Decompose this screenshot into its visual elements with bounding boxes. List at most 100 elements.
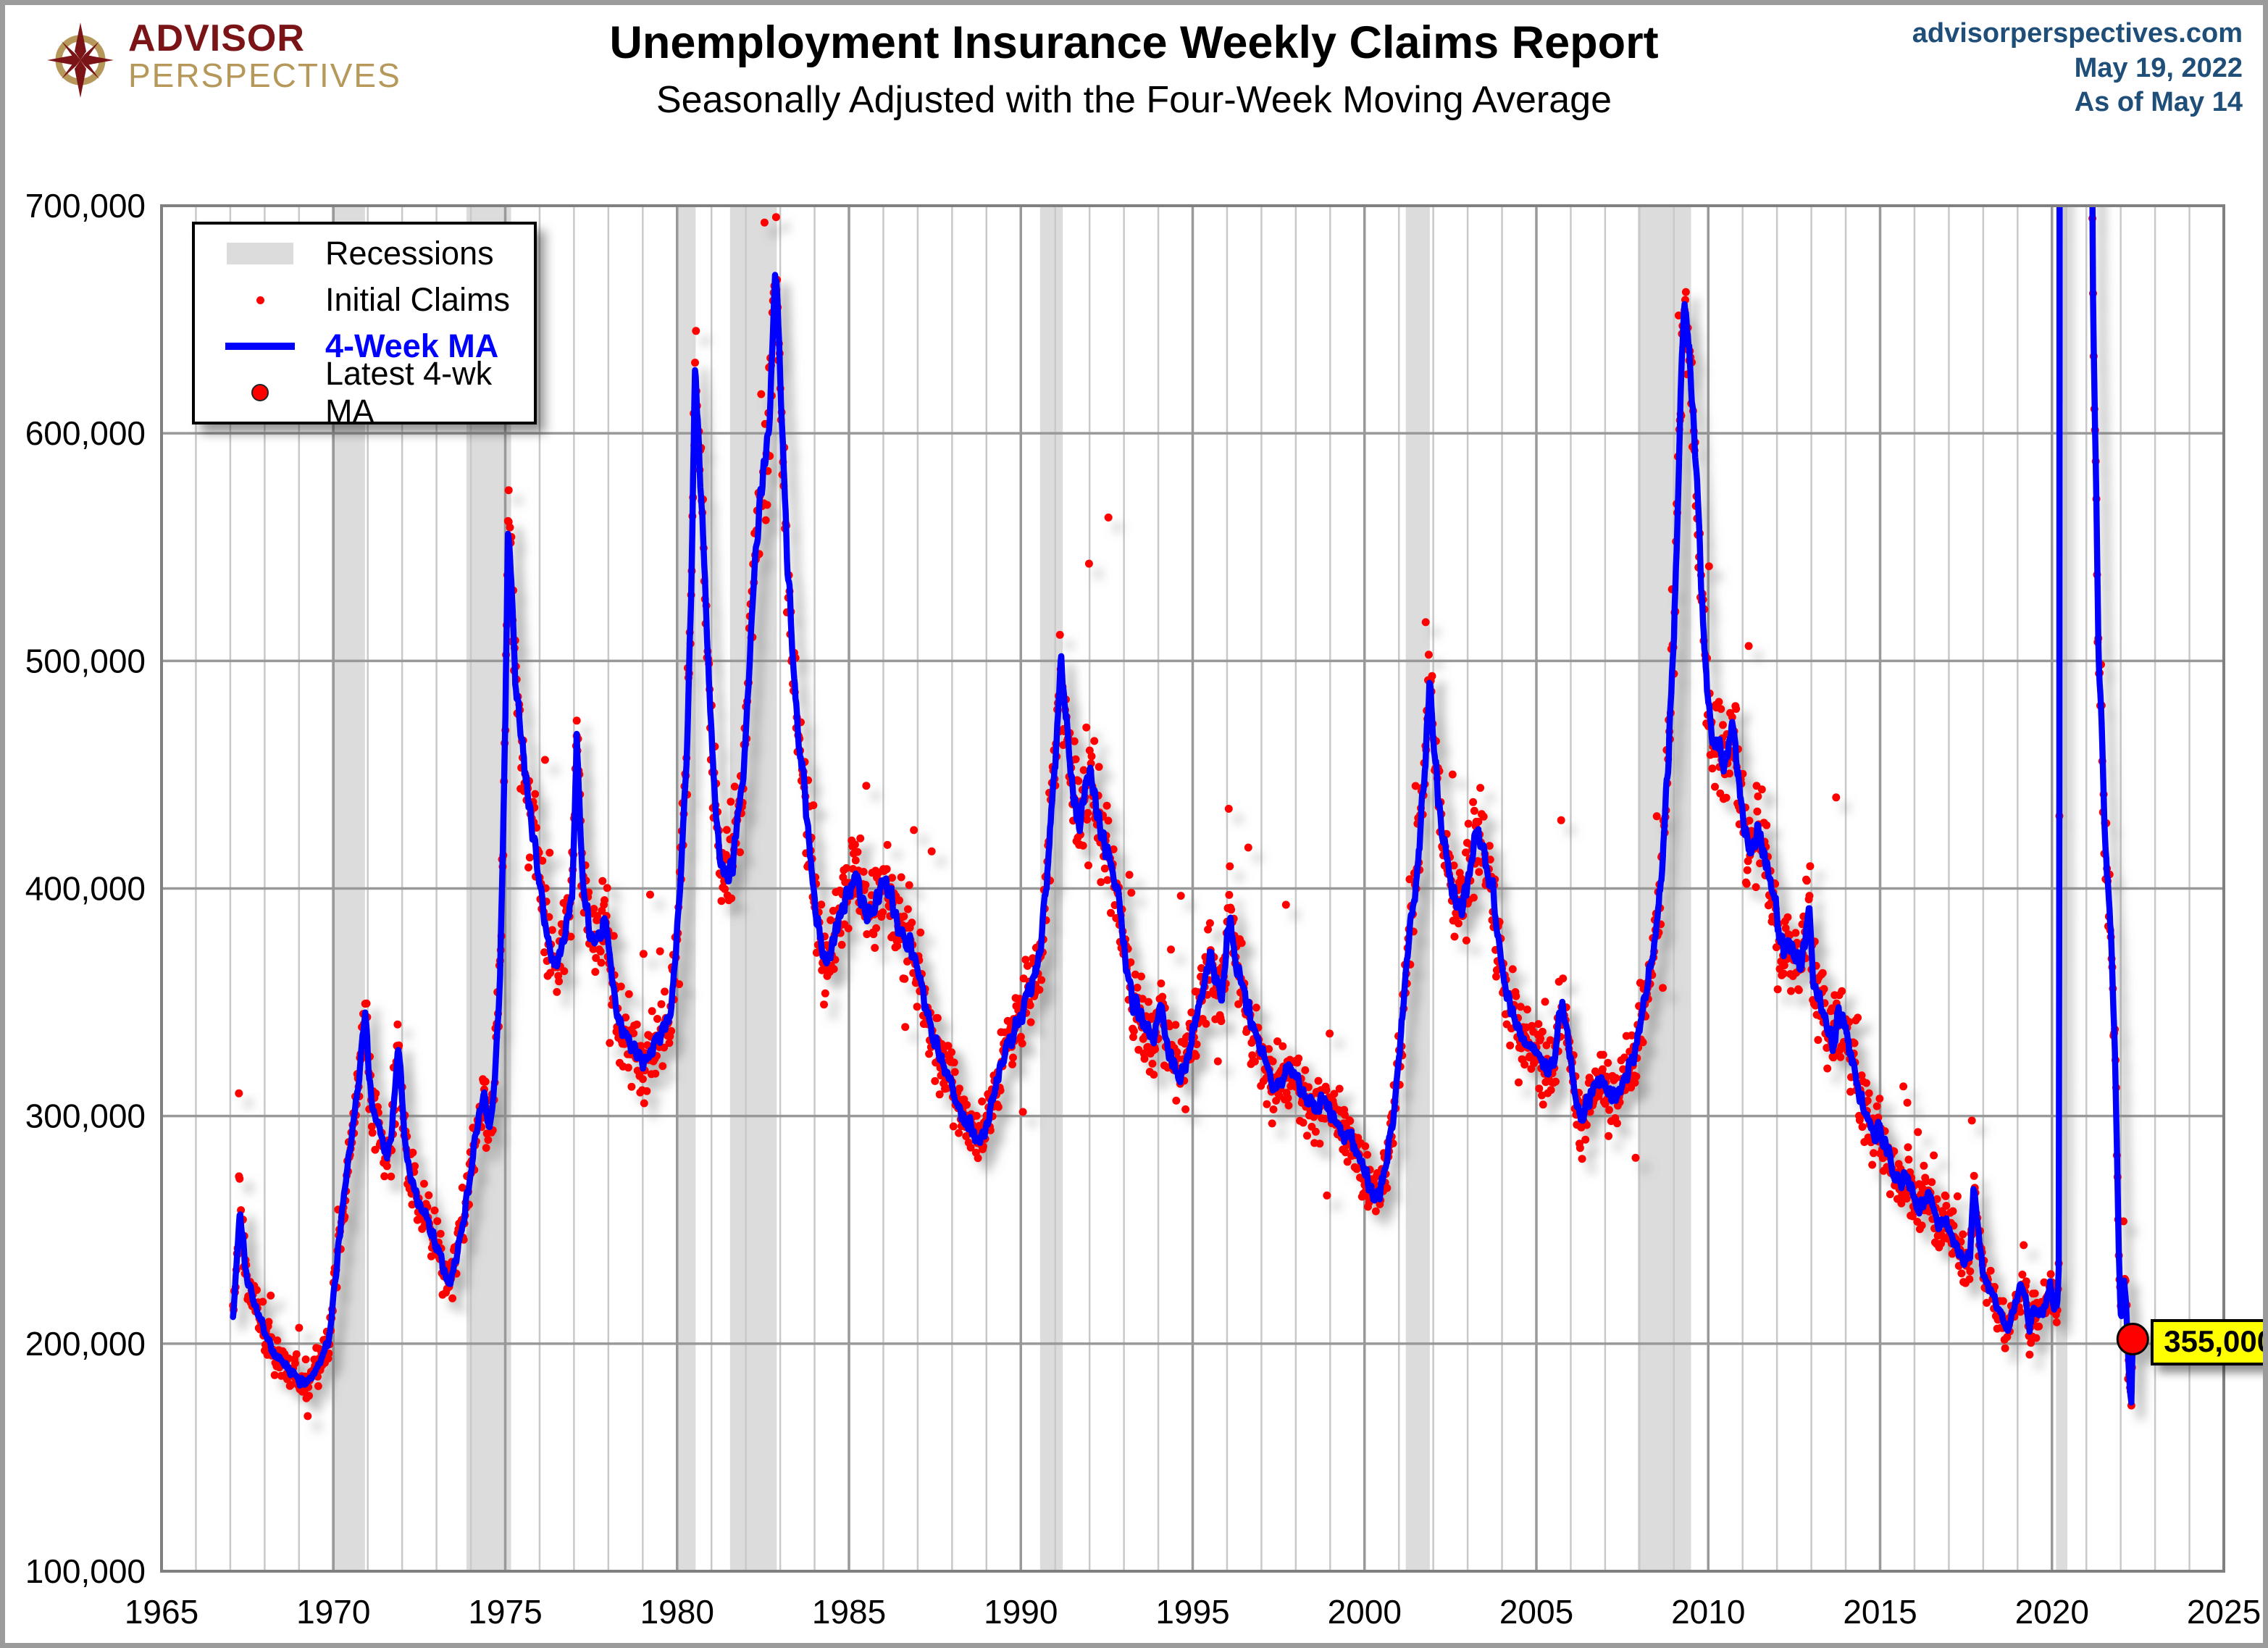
initial-claims-dot bbox=[538, 856, 547, 865]
initial-claims-dot bbox=[643, 1041, 652, 1050]
initial-claims-dot bbox=[994, 1103, 1003, 1111]
initial-claims-dot bbox=[1294, 1054, 1303, 1063]
initial-claims-dot bbox=[1754, 792, 1762, 800]
initial-claims-dot bbox=[1773, 985, 1782, 994]
logo-line1: ADVISOR bbox=[128, 17, 305, 59]
ma-line bbox=[230, 206, 2136, 1406]
initial-claims-dot bbox=[1858, 1123, 1867, 1132]
initial-claims-outlier-dot bbox=[504, 486, 513, 495]
initial-claims-dot bbox=[691, 359, 699, 367]
initial-claims-dot bbox=[1281, 900, 1290, 909]
initial-claims-dot bbox=[1469, 798, 1478, 806]
initial-claims-dot bbox=[548, 926, 556, 934]
initial-claims-dot bbox=[591, 968, 600, 976]
legend-label: Latest 4-wk MA bbox=[325, 355, 493, 430]
initial-claims-dot bbox=[259, 1297, 267, 1306]
compass-icon bbox=[47, 22, 114, 98]
initial-claims-dot bbox=[627, 1082, 636, 1091]
initial-claims-dot bbox=[722, 826, 731, 835]
initial-claims-dot bbox=[1227, 905, 1236, 914]
initial-claims-dot bbox=[1783, 913, 1792, 921]
initial-claims-dot bbox=[1970, 1171, 1978, 1180]
initial-claims-dot bbox=[1715, 698, 1723, 706]
legend-item-initial-claims: Initial Claims bbox=[195, 277, 534, 322]
initial-claims-dot bbox=[1150, 1071, 1158, 1079]
initial-claims-dot bbox=[1016, 1032, 1025, 1041]
initial-claims-dot bbox=[1862, 1079, 1870, 1087]
initial-claims-dot bbox=[1605, 1105, 1613, 1114]
initial-claims-dot bbox=[1284, 1101, 1293, 1110]
initial-claims-dot bbox=[540, 756, 549, 764]
initial-claims-dot bbox=[1959, 1230, 1967, 1239]
initial-claims-dot bbox=[1237, 939, 1246, 948]
initial-claims-dot bbox=[1757, 785, 1766, 794]
initial-claims-dot bbox=[675, 980, 684, 989]
initial-claims-dot bbox=[1026, 1018, 1035, 1026]
initial-claims-dot bbox=[903, 905, 912, 913]
initial-claims-dot bbox=[553, 987, 561, 996]
x-tick-label: 1970 bbox=[296, 1593, 370, 1631]
initial-claims-outlier-dot bbox=[1224, 805, 1233, 813]
initial-claims-dot bbox=[560, 967, 569, 976]
initial-claims-dot bbox=[872, 924, 881, 932]
initial-claims-dot bbox=[2020, 1241, 2028, 1250]
initial-claims-dot-icon bbox=[256, 296, 264, 304]
initial-claims-dot bbox=[1902, 1195, 1911, 1203]
initial-claims-outlier-dot bbox=[1104, 513, 1113, 522]
initial-claims-dot bbox=[380, 1172, 389, 1181]
initial-claims-dot bbox=[1299, 1118, 1307, 1127]
initial-claims-dot bbox=[484, 1136, 493, 1145]
ma-line-icon bbox=[225, 343, 295, 350]
initial-claims-dot bbox=[963, 1100, 971, 1109]
initial-claims-dot bbox=[1083, 816, 1092, 824]
initial-claims-dot bbox=[1818, 969, 1827, 977]
initial-claims-dot bbox=[1986, 1266, 1995, 1275]
legend-item-latest-ma: Latest 4-wk MA bbox=[195, 355, 534, 430]
x-tick-label: 2015 bbox=[1843, 1593, 1917, 1631]
initial-claims-dot bbox=[387, 1172, 396, 1181]
initial-claims-dot bbox=[1999, 1297, 2007, 1305]
initial-claims-dot bbox=[1158, 992, 1167, 1001]
initial-claims-dot bbox=[545, 848, 554, 857]
initial-claims-dot bbox=[1148, 1059, 1157, 1068]
source-date: May 19, 2022 bbox=[2074, 52, 2243, 83]
initial-claims-dot bbox=[1311, 1127, 1320, 1136]
initial-claims-dot bbox=[657, 1000, 666, 1008]
initial-claims-dot bbox=[382, 1162, 391, 1171]
initial-claims-dot bbox=[950, 1068, 959, 1076]
initial-claims-dot bbox=[1205, 919, 1214, 927]
initial-claims-dot bbox=[658, 1062, 667, 1071]
initial-claims-dot bbox=[1225, 890, 1234, 899]
initial-claims-dot bbox=[1217, 1017, 1226, 1026]
initial-claims-dot bbox=[1172, 1096, 1181, 1105]
initial-claims-dot bbox=[590, 905, 598, 913]
initial-claims-dot bbox=[1455, 919, 1463, 928]
initial-claims-dot bbox=[721, 884, 729, 893]
initial-claims-dot bbox=[273, 1336, 282, 1344]
initial-claims-dot bbox=[1323, 1191, 1331, 1200]
initial-claims-dot bbox=[1836, 1053, 1845, 1061]
initial-claims-dot bbox=[927, 847, 936, 856]
initial-claims-dot bbox=[972, 1111, 981, 1120]
initial-claims-dot bbox=[1752, 883, 1760, 892]
initial-claims-dot bbox=[291, 1359, 299, 1368]
initial-claims-dot bbox=[1854, 1013, 1862, 1022]
initial-claims-outlier-dot bbox=[235, 1089, 243, 1097]
initial-claims-dot bbox=[270, 1371, 279, 1379]
y-tick-label: 700,000 bbox=[25, 187, 146, 225]
initial-claims-dot bbox=[1920, 1161, 1928, 1170]
initial-claims-dot bbox=[1814, 1036, 1823, 1045]
initial-claims-dot bbox=[1512, 992, 1520, 1000]
initial-claims-dot bbox=[1127, 888, 1136, 897]
initial-claims-dot bbox=[665, 1039, 674, 1047]
initial-claims-dot bbox=[900, 912, 908, 921]
initial-claims-outlier-dot bbox=[1967, 1116, 1976, 1125]
initial-claims-dot bbox=[1802, 877, 1811, 885]
initial-claims-dot bbox=[1090, 737, 1099, 745]
initial-claims-dot bbox=[639, 950, 648, 958]
initial-claims-dot bbox=[656, 947, 664, 955]
initial-claims-dot bbox=[368, 1129, 377, 1137]
initial-claims-dot bbox=[1536, 1034, 1545, 1042]
chart-canvas: 1965 1970 1975 1980 1985 1990 1995 2000 2005 2010… bbox=[25, 187, 2261, 1631]
initial-claims-dot bbox=[603, 884, 611, 892]
